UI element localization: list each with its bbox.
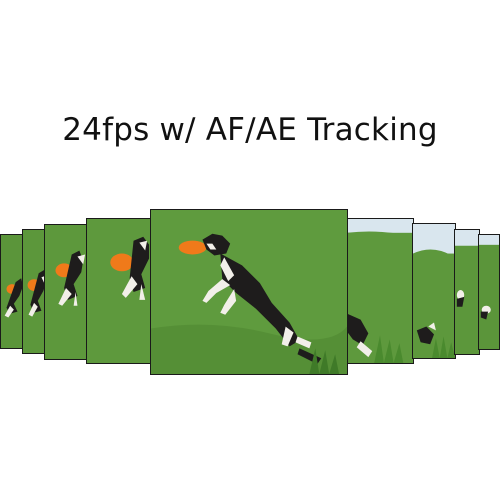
frame-main — [150, 209, 348, 375]
dog-landing-photo — [413, 224, 455, 358]
frame-thumbnail — [44, 224, 88, 360]
frame-thumbnail — [412, 223, 456, 359]
frame-thumbnail — [478, 234, 500, 350]
frame-thumbnail — [454, 229, 480, 355]
dog-running-away-photo — [479, 235, 499, 349]
frame-thumbnail — [86, 218, 152, 364]
dog-leaping-with-frisbee-photo — [87, 219, 151, 363]
frame-thumbnail — [0, 234, 24, 349]
frame-thumbnail — [346, 218, 414, 364]
dog-leaping-with-frisbee-photo — [23, 230, 47, 353]
dog-leaping-with-frisbee-photo — [1, 235, 23, 348]
dog-running-away-photo — [455, 230, 479, 354]
dog-landing-photo — [347, 219, 413, 363]
dog-leaping-with-frisbee-photo — [45, 225, 87, 359]
frame-thumbnail — [22, 229, 48, 354]
dog-catching-frisbee-photo — [151, 210, 347, 374]
headline: 24fps w/ AF/AE Tracking — [62, 112, 438, 148]
